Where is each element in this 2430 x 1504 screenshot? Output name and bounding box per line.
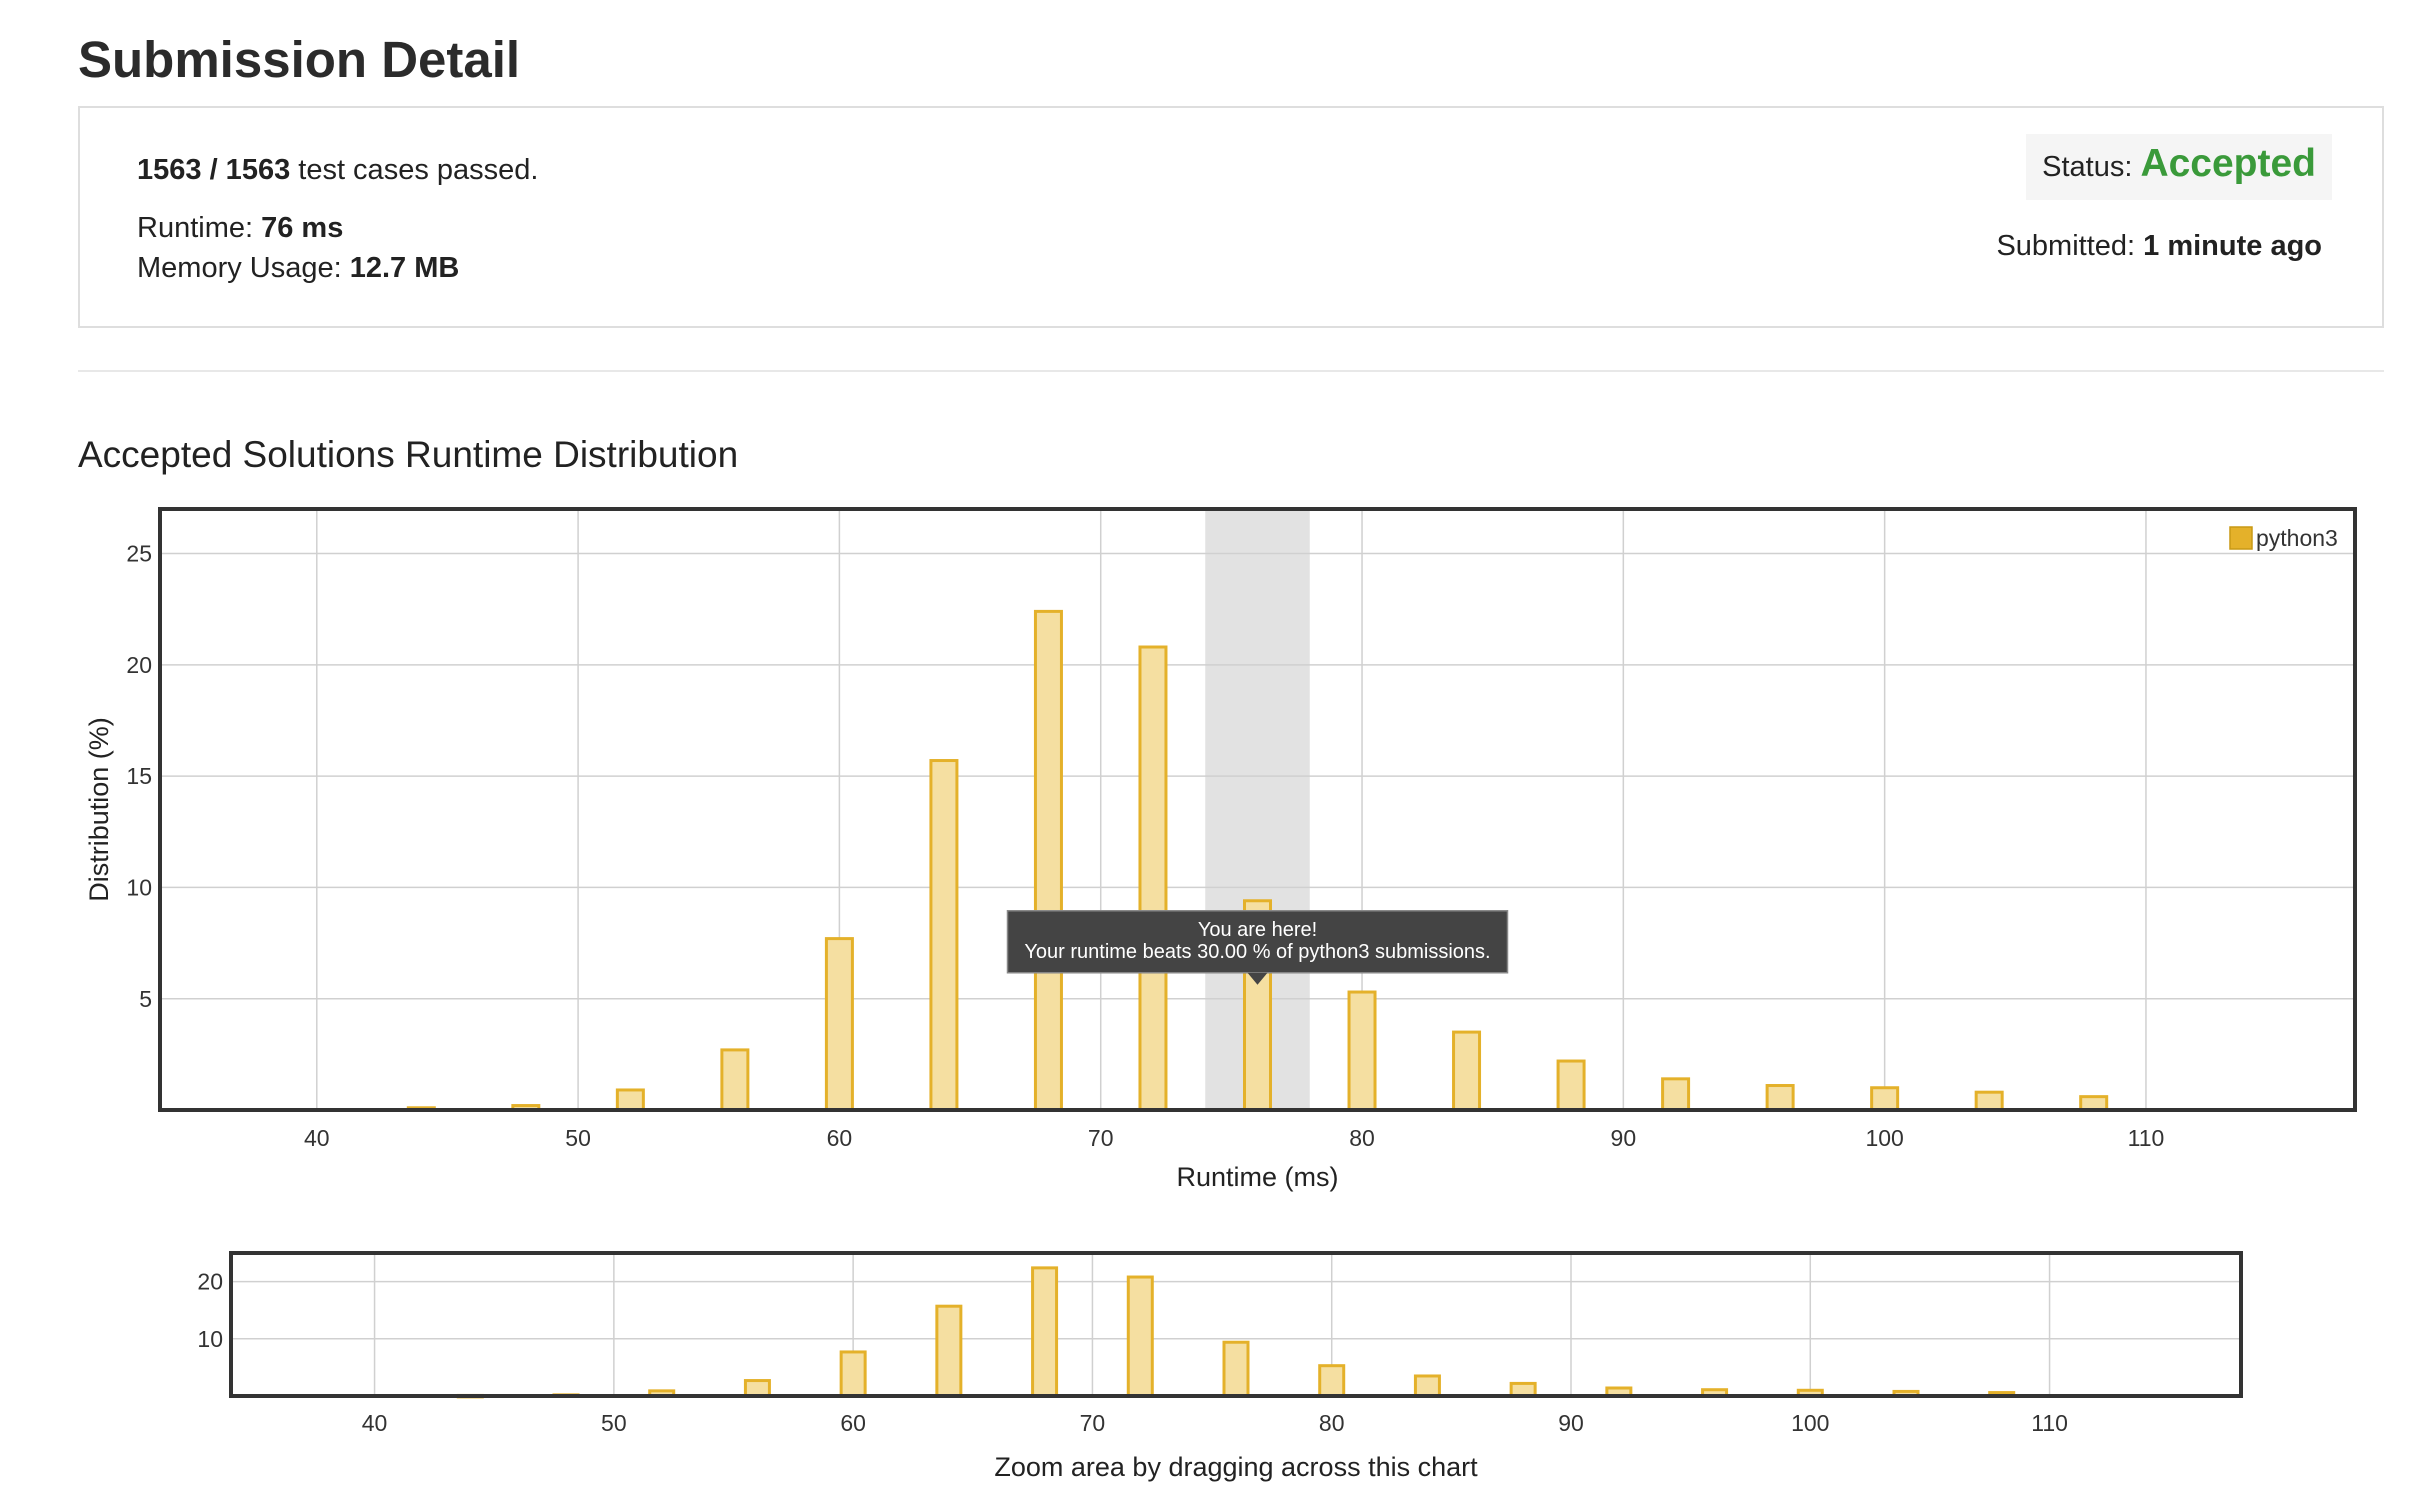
- x-tick-label: 90: [1611, 1125, 1637, 1151]
- tooltip-box: [1006, 910, 1509, 974]
- bar: [1138, 645, 1168, 1112]
- plot-border: [229, 1251, 2243, 1398]
- x-tick-label: 70: [1088, 1125, 1114, 1151]
- bar: [1452, 1030, 1482, 1112]
- legend-swatch: [2229, 526, 2253, 550]
- x-tick-label: 100: [1865, 1125, 1903, 1151]
- y-tick-label: 10: [197, 1326, 223, 1352]
- runtime-distribution-chart[interactable]: 40 50 60 70 80 90 100 110 5 10 15 20 25 Runtime (ms) D…: [0, 480, 2430, 1200]
- x-tick-label: 40: [304, 1125, 330, 1151]
- x-tick-label: 110: [2031, 1410, 2068, 1436]
- x-tick-label: 50: [565, 1125, 591, 1151]
- submitted-value: 1 minute ago: [2143, 230, 2322, 262]
- bar: [824, 937, 854, 1112]
- status-label: Status:: [2042, 151, 2141, 183]
- distribution-title: Accepted Solutions Runtime Distribution: [78, 434, 739, 475]
- bar: [2079, 1095, 2109, 1112]
- test-cases-suffix: test cases passed.: [290, 154, 539, 186]
- legend-label: python3: [2256, 525, 2338, 551]
- bar: [1033, 609, 1063, 1112]
- y-axis-label: Distribution (%): [84, 717, 114, 902]
- tooltip-line-1: You are here!: [1198, 919, 1317, 941]
- x-tick-label: 80: [1349, 1125, 1375, 1151]
- submission-summary: 1563 / 1563 test cases passed. Runtime: …: [78, 106, 2384, 328]
- bar: [1974, 1090, 2004, 1112]
- memory-value: 12.7 MB: [349, 252, 460, 284]
- y-tick-label: 20: [126, 652, 152, 678]
- bar: [1765, 1084, 1795, 1112]
- x-tick-label: 80: [1319, 1410, 1345, 1436]
- x-tick-label: 50: [601, 1410, 627, 1436]
- memory-label: Memory Usage:: [137, 252, 350, 284]
- divider: [78, 370, 2384, 372]
- test-cases-count: 1563 / 1563: [137, 154, 291, 186]
- plot-border: [158, 507, 2357, 1112]
- memory-line: Memory Usage: 12.7 MB: [137, 252, 459, 285]
- bar: [935, 1304, 963, 1398]
- runtime-label: Runtime:: [137, 212, 262, 244]
- x-axis-label: Zoom area by dragging across this chart: [994, 1452, 1478, 1482]
- x-tick-label: 110: [2128, 1125, 2165, 1151]
- tooltip-arrow: [1247, 972, 1268, 985]
- runtime-value: 76 ms: [261, 212, 344, 244]
- x-tick-label: 100: [1791, 1410, 1829, 1436]
- x-axis-label: Runtime (ms): [1176, 1162, 1338, 1192]
- bar: [839, 1350, 867, 1398]
- status-value[interactable]: Accepted: [2140, 142, 2316, 185]
- bar: [615, 1088, 645, 1112]
- x-tick-label: 70: [1080, 1410, 1106, 1436]
- bar: [1347, 990, 1377, 1112]
- submitted-time: Submitted: 1 minute ago: [1996, 230, 2322, 263]
- bar: [1556, 1059, 1586, 1112]
- bar: [1222, 1340, 1250, 1398]
- tooltip-line-2: Your runtime beats 30.00 % of python3 su…: [1024, 941, 1490, 963]
- x-tick-label: 60: [840, 1410, 866, 1436]
- bar: [720, 1048, 750, 1112]
- submitted-label: Submitted:: [1996, 230, 2144, 262]
- x-tick-label: 60: [827, 1125, 853, 1151]
- bar: [1126, 1275, 1154, 1398]
- y-tick-label: 5: [139, 986, 152, 1012]
- y-tick-label: 15: [126, 763, 152, 789]
- bar: [743, 1379, 771, 1398]
- x-tick-label: 40: [362, 1410, 388, 1436]
- bar: [1318, 1364, 1346, 1398]
- zoom-navigator-chart[interactable]: 40 50 60 70 80 90 100 110 10 20 Zoom area by dragg…: [0, 1230, 2430, 1500]
- bar: [1413, 1374, 1441, 1398]
- bar: [929, 759, 959, 1112]
- bar: [1870, 1086, 1900, 1112]
- bar: [1031, 1266, 1059, 1398]
- runtime-line: Runtime: 76 ms: [137, 212, 343, 245]
- y-tick-label: 25: [126, 541, 152, 567]
- status-box: Status: Accepted: [2026, 134, 2332, 200]
- x-tick-label: 90: [1558, 1410, 1584, 1436]
- page-title: Submission Detail: [78, 31, 521, 88]
- test-cases-result: 1563 / 1563 test cases passed.: [137, 154, 538, 187]
- y-tick-label: 10: [126, 874, 152, 900]
- y-tick-label: 20: [197, 1269, 223, 1295]
- bar: [1661, 1077, 1691, 1112]
